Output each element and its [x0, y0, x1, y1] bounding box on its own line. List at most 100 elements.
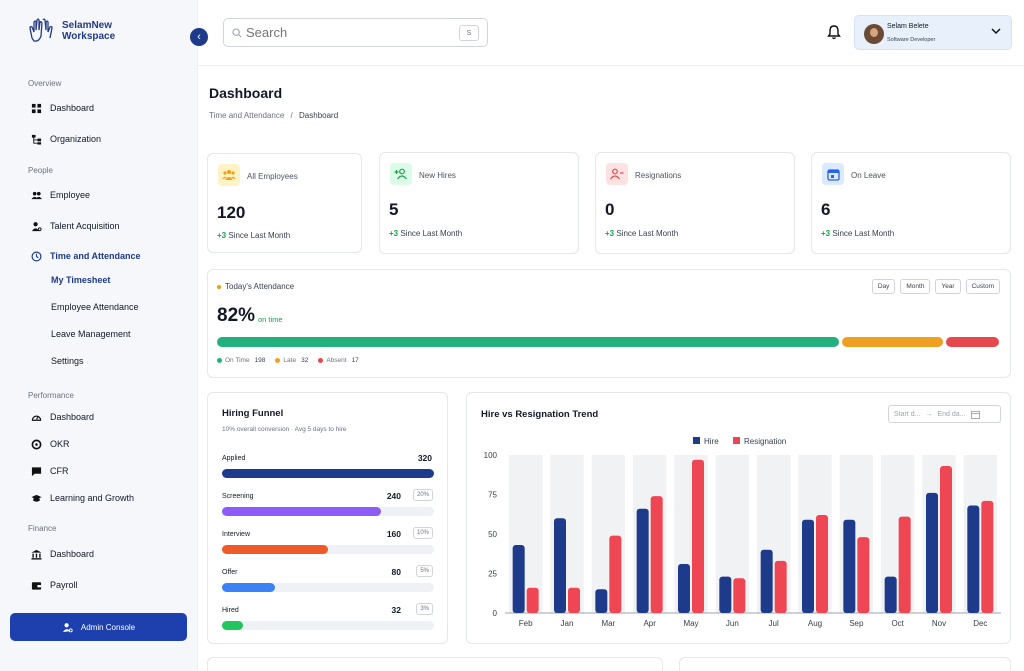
- breadcrumb: Time and Attendance / Dashboard: [209, 111, 338, 120]
- sidebar-item-payroll[interactable]: Payroll: [30, 579, 78, 591]
- funnel-stage-percent: 3%: [416, 603, 433, 615]
- range-month-button[interactable]: Month: [900, 279, 931, 294]
- chart-y-tick-label: 0: [493, 609, 498, 618]
- target-icon: [30, 438, 42, 450]
- chart-x-tick-label: May: [683, 619, 698, 628]
- start-date-input[interactable]: Start d...: [894, 410, 921, 418]
- funnel-stage-count: 80: [391, 567, 401, 577]
- end-date-input[interactable]: End da...: [937, 410, 966, 418]
- sidebar-item-finance-dashboard[interactable]: Dashboard: [30, 548, 94, 560]
- sidebar-item-cfr[interactable]: CFR: [30, 465, 69, 477]
- stat-value: 0: [605, 200, 615, 219]
- attendance-percent: 82%: [217, 305, 256, 326]
- chart-bar-resignation: [940, 466, 952, 613]
- stat-card-new-hires: New Hires 5 +3 Since Last Month: [379, 152, 579, 254]
- funnel-stage-label: Screening: [222, 493, 254, 500]
- funnel-stage-label: Offer: [222, 569, 238, 576]
- chart-x-tick-label: Dec: [973, 619, 987, 628]
- stat-value: 6: [821, 200, 831, 219]
- calendar-icon: [822, 163, 844, 185]
- notification-button[interactable]: [827, 24, 841, 45]
- top-bar: S Selam Belete Software Developer: [198, 0, 1024, 66]
- sidebar-collapse-button[interactable]: ‹: [190, 28, 208, 46]
- funnel-stage-count: 160: [386, 529, 401, 539]
- chart-y-tick-label: 50: [488, 530, 497, 539]
- chart-bar-hire: [760, 549, 773, 613]
- funnel-stage-count: 32: [391, 605, 401, 615]
- search-box[interactable]: S: [223, 18, 488, 47]
- user-role: Software Developer: [887, 37, 936, 43]
- chart-x-tick-label: Mar: [601, 619, 615, 628]
- chart-x-tick-label: Nov: [932, 619, 946, 628]
- chart-bar-resignation: [609, 535, 622, 613]
- user-menu[interactable]: Selam Belete Software Developer: [854, 15, 1012, 50]
- chart-legend-swatch: [733, 437, 740, 444]
- bottom-card-right: [679, 657, 1011, 671]
- sidebar-item-organization[interactable]: Organization: [30, 133, 101, 145]
- chart-bar-hire: [926, 492, 938, 613]
- stat-card-resignations: Resignations 0 +3 Since Last Month: [595, 152, 795, 254]
- sidebar-subitem-settings[interactable]: Settings: [51, 356, 84, 366]
- chart-x-tick-label: Sep: [849, 619, 864, 628]
- search-input[interactable]: [246, 25, 446, 40]
- sidebar-item-label: Employee: [50, 190, 91, 200]
- chart-bar-hire: [843, 519, 856, 613]
- admin-console-button[interactable]: Admin Console: [10, 613, 187, 641]
- search-shortcut-badge: S: [459, 25, 479, 41]
- chart-bar-resignation: [733, 578, 746, 613]
- funnel-stage-bar: [222, 583, 275, 592]
- sidebar-item-time-and-attendance[interactable]: Time and Attendance: [30, 250, 141, 262]
- chart-bar-hire: [719, 576, 732, 613]
- range-custom-button[interactable]: Custom: [965, 279, 1000, 294]
- trend-card: Hire vs Resignation Trend Start d... → E…: [466, 392, 1011, 644]
- sidebar: SelamNew Workspace Overview Dashboard Or…: [0, 0, 198, 671]
- chart-bar-hire: [967, 505, 980, 613]
- attendance-legend: On Time 198 Late 32 Absent 17: [217, 357, 359, 364]
- brand[interactable]: SelamNew Workspace: [26, 16, 122, 46]
- funnel-stage-percent: 20%: [412, 489, 433, 501]
- sidebar-item-label: Dashboard: [50, 412, 95, 422]
- stat-value: 120: [217, 203, 246, 222]
- hiring-funnel-card: Hiring Funnel 10% overall conversion · A…: [207, 392, 448, 644]
- sidebar-item-talent-acquisition[interactable]: Talent Acquisition: [30, 220, 120, 232]
- sidebar-item-label: OKR: [50, 439, 70, 449]
- sidebar-item-employee[interactable]: Employee: [30, 189, 90, 201]
- avatar: [864, 24, 884, 44]
- funnel-stage-percent: 10%: [412, 527, 433, 539]
- chart-bar-resignation: [857, 537, 870, 613]
- bell-icon: [827, 25, 841, 40]
- graduation-icon: [30, 492, 42, 504]
- funnel-stage-track: [222, 507, 434, 516]
- sidebar-item-dashboard[interactable]: Dashboard: [30, 102, 94, 114]
- funnel-stage-label: Applied: [222, 455, 246, 462]
- chart-y-tick-label: 75: [488, 491, 497, 500]
- funnel-stage-bar: [222, 469, 434, 478]
- chart-legend-label: Resignation: [744, 437, 786, 446]
- date-range-picker[interactable]: Start d... → End da...: [888, 405, 1001, 423]
- users-icon: [218, 164, 240, 186]
- status-dot: [217, 284, 221, 289]
- user-minus-icon: [606, 163, 628, 185]
- funnel-stage-label: Interview: [222, 531, 251, 538]
- sidebar-item-label: Talent Acquisition: [50, 221, 120, 231]
- sidebar-item-performance-dashboard[interactable]: Dashboard: [30, 411, 94, 423]
- section-title-performance: Performance: [28, 391, 74, 400]
- sidebar-subitem-employee-attendance[interactable]: Employee Attendance: [51, 302, 139, 312]
- range-day-button[interactable]: Day: [871, 279, 896, 294]
- breadcrumb-current: Dashboard: [299, 111, 339, 120]
- grid-icon: [30, 102, 42, 114]
- attendance-segment-on-time: [217, 337, 840, 347]
- section-title-finance: Finance: [28, 524, 57, 533]
- sidebar-item-label: Organization: [50, 134, 102, 144]
- breadcrumb-item[interactable]: Time and Attendance: [209, 111, 285, 120]
- sidebar-item-okr[interactable]: OKR: [30, 438, 70, 450]
- chart-bar-resignation: [774, 560, 787, 613]
- brand-name: SelamNew Workspace: [62, 20, 116, 42]
- sidebar-item-learning-and-growth[interactable]: Learning and Growth: [30, 492, 134, 504]
- sidebar-subitem-leave-management[interactable]: Leave Management: [51, 329, 131, 339]
- hands-logo-icon: [29, 18, 53, 42]
- funnel-stage-bar: [222, 621, 244, 630]
- range-year-button[interactable]: Year: [935, 279, 961, 294]
- sidebar-subitem-my-timesheet[interactable]: My Timesheet: [51, 275, 111, 285]
- funnel-subtitle: 10% overall conversion · Avg 5 days to h…: [222, 426, 347, 433]
